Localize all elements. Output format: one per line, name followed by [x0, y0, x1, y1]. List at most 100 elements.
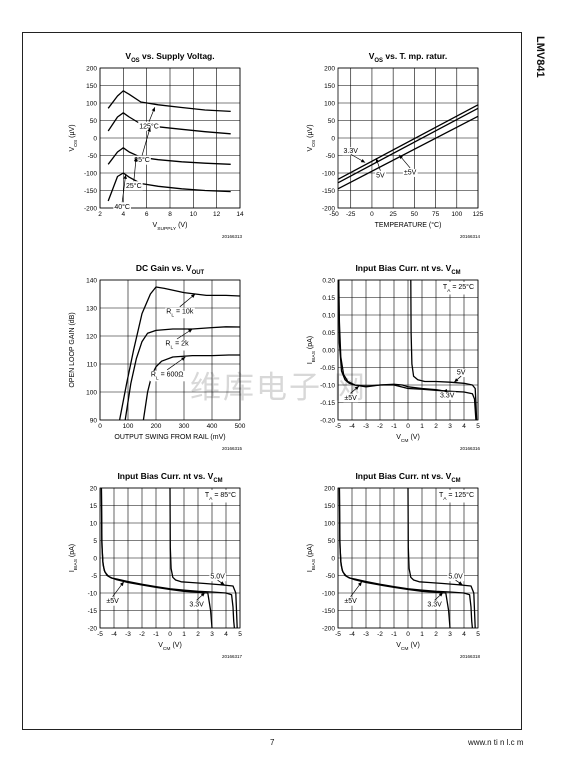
x-axis-label: TEMPERATURE (°C) — [375, 221, 442, 229]
y-tick-label: -0.10 — [320, 382, 335, 389]
x-tick-label: -1 — [391, 423, 397, 430]
y-tick-label: -150 — [84, 188, 97, 195]
x-tick-label: -5 — [335, 631, 341, 638]
annotation-background — [455, 369, 467, 378]
temperature-label-background — [436, 490, 476, 503]
annotation-background — [438, 391, 456, 400]
x-tick-label: -4 — [349, 631, 355, 638]
x-tick-label: 50 — [411, 211, 419, 218]
annotation-label: 3.3V — [344, 148, 359, 155]
y-axis-label: VOS (µV) — [307, 124, 317, 151]
y-tick-label: 15 — [90, 503, 98, 510]
annotation-arrowhead — [354, 386, 359, 391]
x-tick-label: 6 — [145, 211, 149, 218]
chart-title: Input Bias Curr. nt vs. VCM — [355, 263, 460, 276]
y-tick-label: 50 — [90, 118, 98, 125]
annotation-label: 3.3V — [427, 602, 442, 609]
y-axis-label: IBIAS (pA) — [69, 544, 79, 572]
annotation-background — [342, 147, 360, 156]
series-line-1 — [410, 279, 478, 421]
x-tick-label: 0 — [406, 631, 410, 638]
annotation-background — [105, 597, 121, 606]
x-axis-label: VCM (V) — [396, 434, 420, 444]
annotation-background — [402, 168, 418, 177]
x-tick-label: 10 — [190, 211, 198, 218]
annotation-label: ±5V — [404, 169, 417, 176]
annotation-label: ±5V — [106, 598, 119, 605]
annotation-label: ±5V — [344, 395, 357, 402]
x-tick-label: 200 — [151, 423, 162, 430]
annotation-arrowhead — [119, 581, 124, 587]
x-tick-label: 1 — [420, 631, 424, 638]
annotation-arrowhead — [200, 592, 205, 597]
annotation-arrowhead — [123, 174, 127, 179]
x-tick-label: -25 — [346, 211, 356, 218]
annotation-label: 25°C — [126, 182, 142, 190]
y-tick-label: 110 — [87, 361, 98, 368]
temperature-label-background — [440, 282, 476, 295]
y-tick-label: -200 — [322, 625, 335, 632]
plot-frame — [99, 279, 241, 421]
series-line-2 — [338, 279, 455, 396]
x-tick-label: 0 — [406, 423, 410, 430]
annotation-arrowhead — [375, 158, 380, 163]
annotation-label: 125°C — [139, 122, 159, 130]
series-line-1 — [337, 107, 479, 184]
y-tick-label: 20 — [90, 485, 98, 492]
y-tick-label: 200 — [324, 485, 335, 492]
x-tick-label: 5 — [238, 631, 242, 638]
x-tick-label: 4 — [122, 211, 126, 218]
x-tick-label: -2 — [139, 631, 145, 638]
y-tick-label: 50 — [328, 118, 336, 125]
x-tick-label: 4 — [224, 631, 228, 638]
x-tick-label: 8 — [168, 211, 172, 218]
chart-title: VOS vs. T. mp. ratur. — [369, 51, 448, 64]
annotation-arrowhead — [399, 154, 404, 160]
x-tick-label: 75 — [432, 211, 440, 218]
x-tick-label: 2 — [196, 631, 200, 638]
page-number: 7 — [270, 738, 275, 747]
footer-url[interactable]: www.n ti n l.c m — [468, 738, 524, 747]
x-tick-label: 0 — [98, 423, 102, 430]
plot-frame — [99, 67, 241, 209]
x-tick-label: 2 — [98, 211, 102, 218]
annotation-background — [113, 202, 131, 212]
annotation-label: RL = 600Ω — [151, 371, 184, 381]
y-tick-label: 0.00 — [322, 347, 335, 354]
x-tick-label: 3 — [210, 631, 214, 638]
annotation-background — [138, 121, 160, 131]
plot-frame — [337, 279, 479, 421]
y-tick-label: -0.20 — [320, 417, 335, 424]
y-tick-label: -100 — [84, 170, 97, 177]
y-tick-label: 0 — [93, 135, 97, 142]
annotation-arrowhead — [443, 389, 448, 393]
series-line-0 — [107, 90, 231, 113]
series-line-2 — [100, 487, 213, 629]
y-tick-label: -200 — [84, 205, 97, 212]
annotation-label: 5.0V — [448, 574, 463, 581]
y-tick-label: 0.20 — [322, 277, 335, 284]
y-tick-label: -50 — [326, 153, 336, 160]
chart-title: Input Bias Curr. nt vs. VCM — [117, 471, 222, 484]
y-tick-label: -5 — [91, 573, 97, 580]
y-tick-label: 150 — [324, 83, 335, 90]
x-tick-label: 3 — [448, 423, 452, 430]
x-tick-label: 5 — [476, 423, 480, 430]
annotation-background — [343, 394, 359, 403]
annotation-background — [447, 573, 465, 582]
series-line-2 — [337, 115, 479, 190]
y-tick-label: -100 — [322, 590, 335, 597]
x-tick-label: 0 — [168, 631, 172, 638]
x-tick-label: -4 — [349, 423, 355, 430]
x-tick-label: -3 — [363, 631, 369, 638]
y-tick-label: -0.05 — [320, 365, 335, 372]
x-tick-label: 1 — [420, 423, 424, 430]
figure-id: 20166314 — [460, 234, 481, 239]
y-tick-label: 200 — [86, 65, 97, 72]
annotation-background — [343, 597, 359, 606]
series-line-2 — [338, 487, 451, 629]
